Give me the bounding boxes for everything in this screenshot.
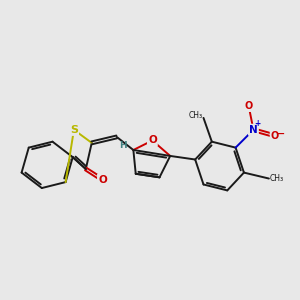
Text: O: O — [98, 175, 107, 185]
Text: H: H — [119, 141, 127, 150]
Text: O: O — [148, 136, 157, 146]
Text: S: S — [70, 125, 78, 135]
Text: O: O — [271, 131, 279, 141]
Text: −: − — [278, 128, 286, 138]
Text: CH₃: CH₃ — [270, 174, 284, 183]
Text: N: N — [249, 125, 258, 135]
Text: +: + — [255, 119, 261, 128]
Text: CH₃: CH₃ — [188, 111, 202, 120]
Text: O: O — [244, 101, 253, 111]
